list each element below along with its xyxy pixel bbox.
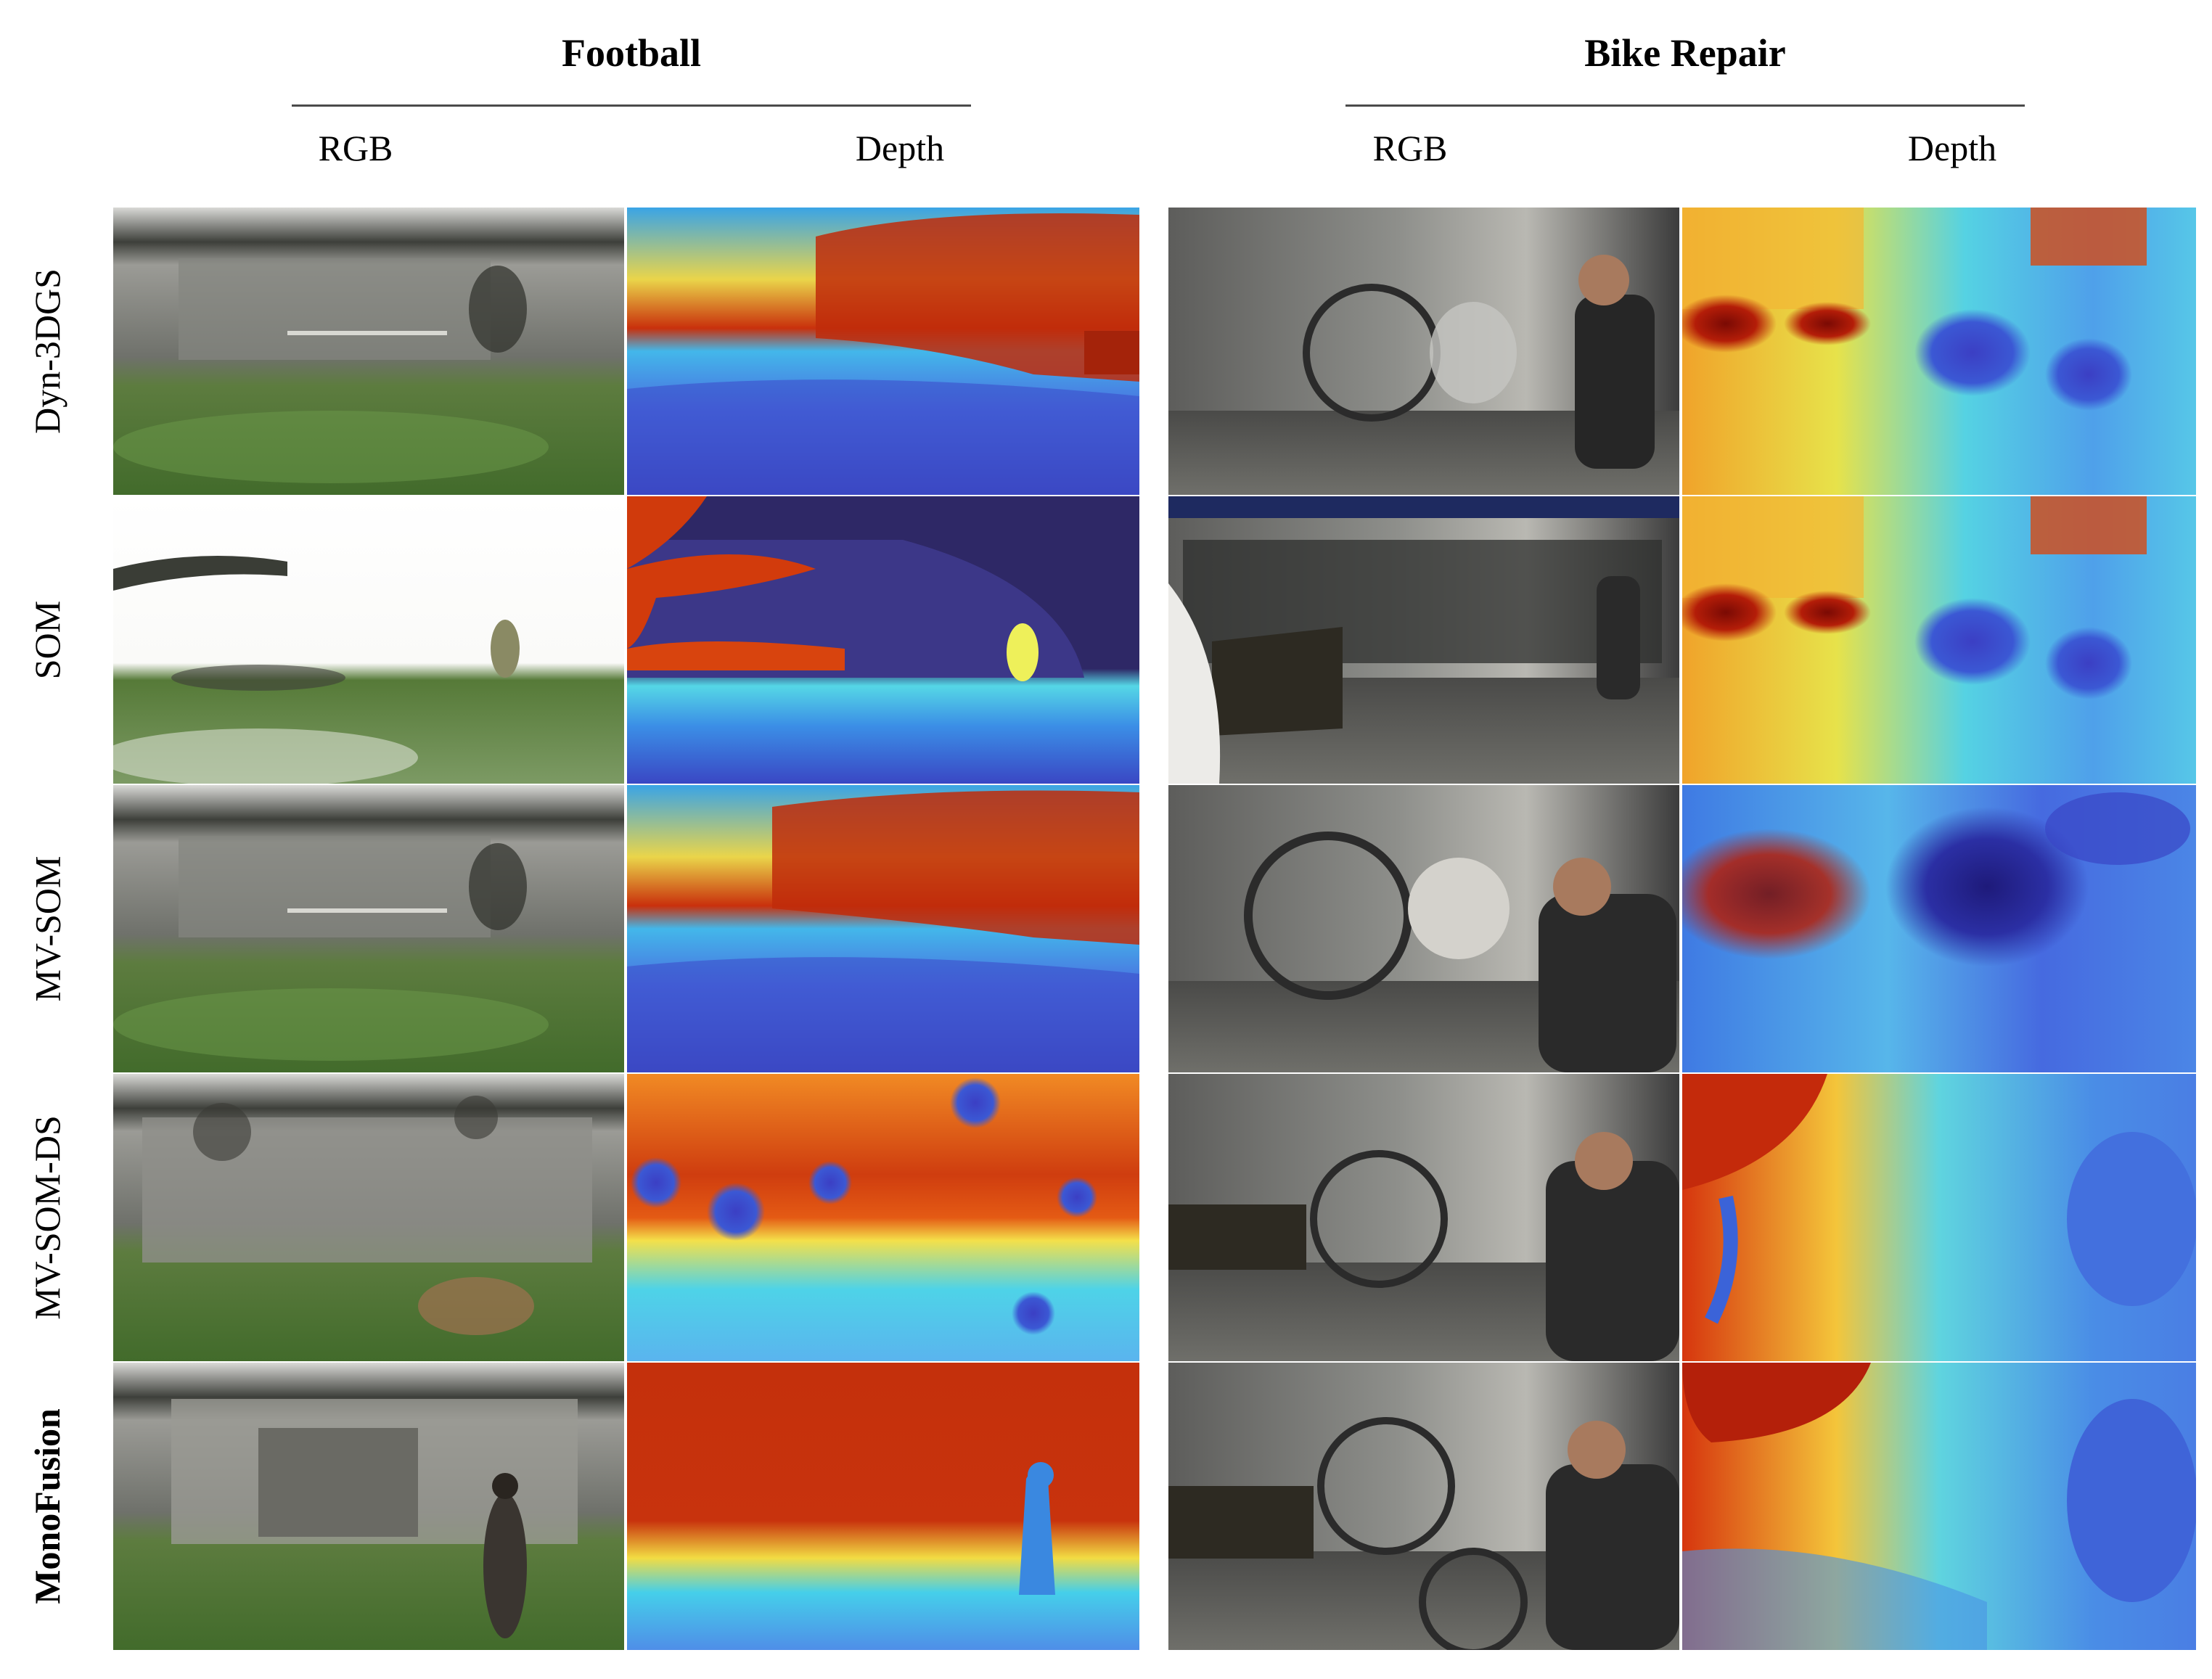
column-label-bike-depth: Depth (1907, 128, 1997, 168)
football-depth-mv-som-ds (627, 1074, 1139, 1361)
column-label-football-rgb: RGB (318, 128, 393, 168)
group-rule-bike-repair (1345, 104, 2025, 107)
bike-depth-mv-som (1682, 785, 2196, 1072)
group-rule-football (292, 104, 971, 107)
bike-depth-monofusion (1682, 1363, 2196, 1650)
football-rgb-som (113, 496, 624, 784)
football-rgb-mv-som-ds (113, 1074, 624, 1361)
group-title-football: Football (561, 31, 701, 75)
column-label-bike-rgb: RGB (1372, 128, 1448, 168)
football-rgb-dyn-3dgs (113, 208, 624, 495)
football-depth-monofusion (627, 1363, 1139, 1650)
group-title-bike-repair: Bike Repair (1584, 31, 1786, 75)
column-label-football-depth: Depth (855, 128, 945, 168)
football-depth-som (627, 496, 1139, 784)
football-depth-mv-som (627, 785, 1139, 1072)
bike-depth-som (1682, 496, 2196, 784)
bike-rgb-monofusion (1168, 1363, 1679, 1650)
football-rgb-monofusion (113, 1363, 624, 1650)
row-label-dyn-3dgs: Dyn-3DGS (27, 268, 68, 434)
bike-rgb-dyn-3dgs (1168, 208, 1679, 495)
row-label-mv-som-ds: MV-SOM-DS (27, 1115, 68, 1320)
bike-rgb-som (1168, 496, 1679, 784)
bike-depth-mv-som-ds (1682, 1074, 2196, 1361)
football-depth-dyn-3dgs (627, 208, 1139, 495)
bike-rgb-mv-som-ds (1168, 1074, 1679, 1361)
football-rgb-mv-som (113, 785, 624, 1072)
bike-depth-dyn-3dgs (1682, 208, 2196, 495)
bike-rgb-mv-som (1168, 785, 1679, 1072)
row-label-monofusion: MonoFusion (27, 1408, 68, 1604)
row-label-som: SOM (27, 600, 67, 680)
row-label-mv-som: MV-SOM (27, 855, 68, 1002)
